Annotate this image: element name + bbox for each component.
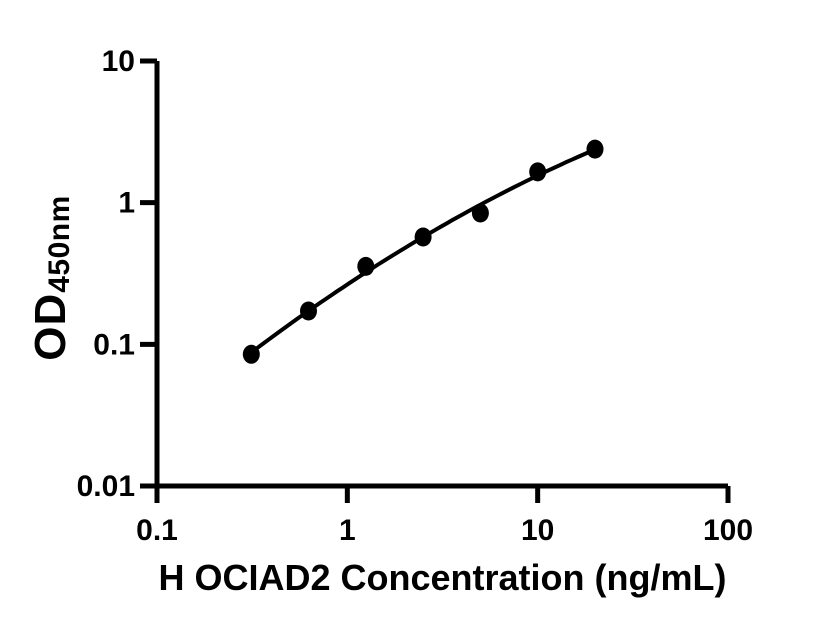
y-tick-label-10: 10	[102, 45, 135, 78]
data-point-7	[586, 139, 604, 159]
y-tick-label-0.01: 0.01	[77, 470, 135, 503]
data-point-4	[414, 227, 432, 247]
y-tick-label-0.1: 0.1	[93, 328, 135, 361]
x-tick-label-0.1: 0.1	[136, 514, 178, 547]
x-tick-label-100: 100	[703, 514, 753, 547]
data-point-2	[300, 301, 317, 321]
data-point-1	[242, 344, 260, 364]
axis-lines	[154, 61, 728, 489]
fit-curve	[249, 147, 597, 355]
x-axis-title: H OCIAD2 Concentration (ng/mL)	[158, 557, 727, 598]
data-point-6	[529, 162, 547, 182]
data-point-5	[471, 203, 489, 223]
y-axis-title: OD450nm	[26, 195, 76, 361]
y-axis-title-main: OD	[26, 292, 75, 361]
data-point-3	[357, 256, 375, 276]
y-axis-title-subscript: 450nm	[43, 195, 76, 293]
x-tick-label-1: 1	[339, 514, 356, 547]
y-tick-label-1: 1	[118, 187, 135, 220]
x-tick-label-10: 10	[521, 514, 554, 547]
